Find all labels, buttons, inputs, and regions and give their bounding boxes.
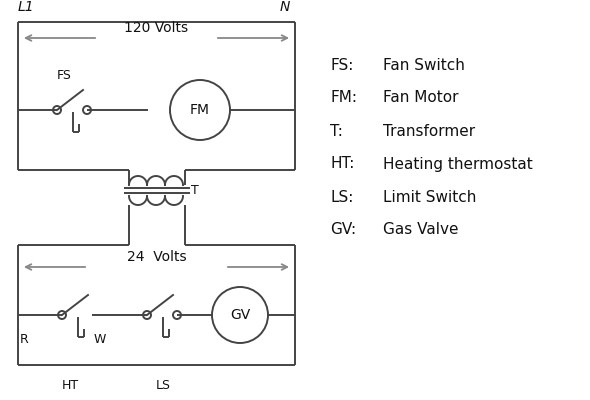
Text: N: N bbox=[280, 0, 290, 14]
Text: FM: FM bbox=[190, 103, 210, 117]
Text: GV: GV bbox=[230, 308, 250, 322]
Text: Fan Switch: Fan Switch bbox=[383, 58, 465, 72]
Text: LS:: LS: bbox=[330, 190, 353, 204]
Text: GV:: GV: bbox=[330, 222, 356, 238]
Text: Transformer: Transformer bbox=[383, 124, 475, 138]
Text: HT: HT bbox=[61, 379, 78, 392]
Text: FS: FS bbox=[57, 69, 72, 82]
Text: LS: LS bbox=[156, 379, 171, 392]
Text: Limit Switch: Limit Switch bbox=[383, 190, 476, 204]
Text: Heating thermostat: Heating thermostat bbox=[383, 156, 533, 172]
Text: W: W bbox=[94, 333, 106, 346]
Text: HT:: HT: bbox=[330, 156, 355, 172]
Text: T: T bbox=[191, 184, 199, 198]
Text: Gas Valve: Gas Valve bbox=[383, 222, 458, 238]
Text: T:: T: bbox=[330, 124, 343, 138]
Text: R: R bbox=[20, 333, 29, 346]
Text: FM:: FM: bbox=[330, 90, 357, 106]
Text: Fan Motor: Fan Motor bbox=[383, 90, 458, 106]
Text: 120 Volts: 120 Volts bbox=[124, 21, 189, 35]
Text: 24  Volts: 24 Volts bbox=[127, 250, 186, 264]
Text: L1: L1 bbox=[18, 0, 35, 14]
Text: FS:: FS: bbox=[330, 58, 353, 72]
